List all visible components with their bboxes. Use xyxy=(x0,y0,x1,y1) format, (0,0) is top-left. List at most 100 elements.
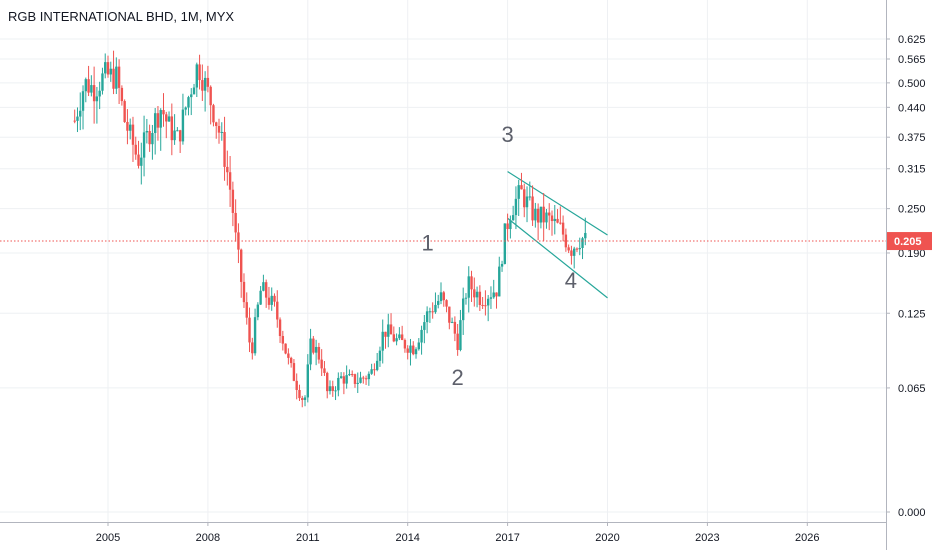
candle[interactable] xyxy=(212,103,215,127)
candle[interactable] xyxy=(575,247,579,253)
candle[interactable] xyxy=(170,103,174,156)
candle[interactable] xyxy=(351,370,354,377)
candle[interactable] xyxy=(220,122,223,141)
candle[interactable] xyxy=(437,294,440,309)
candle-body[interactable] xyxy=(198,64,201,81)
candle-body[interactable] xyxy=(528,196,531,198)
candle[interactable] xyxy=(84,77,87,103)
candle[interactable] xyxy=(192,83,196,95)
candle[interactable] xyxy=(578,237,581,256)
candle[interactable] xyxy=(434,292,437,314)
candle[interactable] xyxy=(489,286,493,309)
candle-body[interactable] xyxy=(206,77,210,87)
candle-body[interactable] xyxy=(115,66,118,89)
candle[interactable] xyxy=(176,127,179,132)
candle-body[interactable] xyxy=(509,220,512,230)
candle-body[interactable] xyxy=(192,87,196,95)
candle[interactable] xyxy=(109,61,112,82)
candle-body[interactable] xyxy=(373,369,376,371)
candle[interactable] xyxy=(253,308,257,356)
candle[interactable] xyxy=(345,365,348,389)
candle[interactable] xyxy=(448,306,451,330)
candle[interactable] xyxy=(492,279,495,299)
candle[interactable] xyxy=(184,106,187,116)
candle[interactable] xyxy=(159,108,162,151)
candle[interactable] xyxy=(520,172,523,190)
candle[interactable] xyxy=(92,66,96,124)
candle[interactable] xyxy=(101,67,104,95)
candle[interactable] xyxy=(228,156,232,207)
candle[interactable] xyxy=(140,142,143,185)
candle[interactable] xyxy=(162,93,165,127)
candle-body[interactable] xyxy=(564,234,568,248)
candle-body[interactable] xyxy=(267,297,271,305)
candle[interactable] xyxy=(301,395,304,408)
candle[interactable] xyxy=(342,372,346,395)
candle[interactable] xyxy=(359,371,362,384)
candle[interactable] xyxy=(295,373,298,400)
candle-body[interactable] xyxy=(534,208,537,221)
candle-body[interactable] xyxy=(292,363,296,381)
candle[interactable] xyxy=(90,75,93,97)
candle-body[interactable] xyxy=(520,185,523,190)
candle-body[interactable] xyxy=(117,66,121,88)
candle[interactable] xyxy=(198,54,201,90)
candle[interactable] xyxy=(178,129,182,153)
candle-body[interactable] xyxy=(112,68,115,89)
candle-body[interactable] xyxy=(259,290,262,305)
candle-body[interactable] xyxy=(217,125,221,133)
candle-body[interactable] xyxy=(73,120,76,122)
candle[interactable] xyxy=(367,371,371,386)
candle-body[interactable] xyxy=(331,386,334,391)
candle-body[interactable] xyxy=(495,292,498,297)
candle-body[interactable] xyxy=(317,346,321,360)
candle[interactable] xyxy=(309,328,312,371)
candle-body[interactable] xyxy=(278,319,282,337)
candle-body[interactable] xyxy=(156,113,160,128)
candle-body[interactable] xyxy=(486,298,490,306)
candle-body[interactable] xyxy=(167,116,171,122)
candle-body[interactable] xyxy=(184,107,187,110)
candle[interactable] xyxy=(531,185,534,226)
candle-body[interactable] xyxy=(561,222,565,235)
candle-body[interactable] xyxy=(464,297,468,299)
candle-body[interactable] xyxy=(251,342,254,354)
candle-body[interactable] xyxy=(459,320,462,350)
candle[interactable] xyxy=(267,286,271,310)
candle-body[interactable] xyxy=(323,368,326,373)
candle-body[interactable] xyxy=(314,346,318,353)
candle[interactable] xyxy=(195,62,198,98)
candle-body[interactable] xyxy=(162,110,165,115)
candle-body[interactable] xyxy=(270,295,273,305)
candle-body[interactable] xyxy=(181,109,185,142)
candle[interactable] xyxy=(545,208,548,229)
candle[interactable] xyxy=(561,215,565,242)
candle[interactable] xyxy=(187,95,190,116)
candle[interactable] xyxy=(226,150,229,186)
candle-body[interactable] xyxy=(312,338,315,353)
candle-body[interactable] xyxy=(303,397,307,400)
candle[interactable] xyxy=(320,349,323,377)
candle-body[interactable] xyxy=(462,298,465,321)
candle-body[interactable] xyxy=(550,215,554,222)
candle[interactable] xyxy=(123,99,126,123)
candle[interactable] xyxy=(423,314,426,344)
candle-body[interactable] xyxy=(123,101,126,122)
candle[interactable] xyxy=(384,331,387,349)
candle[interactable] xyxy=(173,114,176,145)
candle[interactable] xyxy=(439,282,443,305)
candle-body[interactable] xyxy=(242,281,246,303)
candle[interactable] xyxy=(542,193,545,242)
candle[interactable] xyxy=(167,111,171,122)
candle[interactable] xyxy=(201,64,204,102)
candle-body[interactable] xyxy=(348,374,351,376)
candle[interactable] xyxy=(400,325,404,341)
candle-body[interactable] xyxy=(406,348,409,353)
candle[interactable] xyxy=(251,337,254,360)
candle-body[interactable] xyxy=(79,110,82,117)
candle[interactable] xyxy=(151,124,154,160)
candle-body[interactable] xyxy=(240,249,243,282)
candle[interactable] xyxy=(303,395,307,407)
candle-body[interactable] xyxy=(498,266,501,297)
candle[interactable] xyxy=(317,342,321,364)
